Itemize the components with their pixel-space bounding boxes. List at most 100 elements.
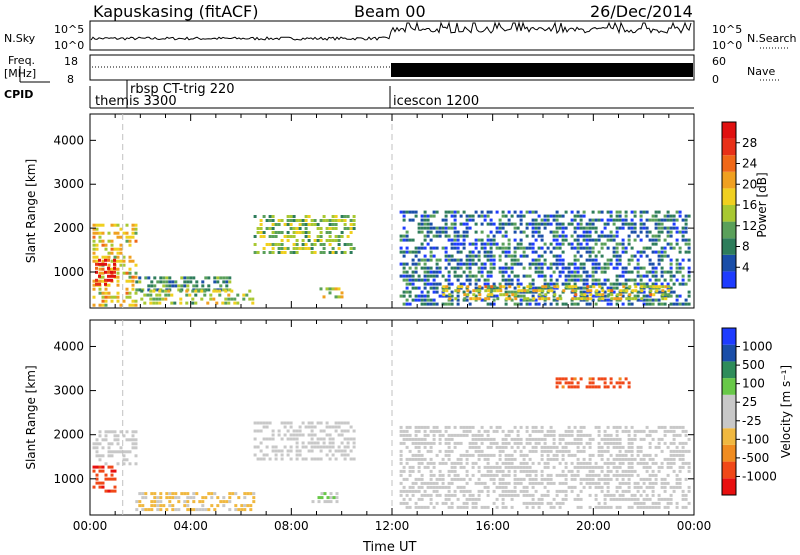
data-cell [249, 508, 253, 512]
data-cell [639, 477, 643, 481]
data-cell [101, 271, 105, 275]
data-cell [271, 219, 275, 222]
data-cell [564, 234, 568, 238]
data-cell [657, 250, 661, 254]
data-cell [486, 238, 490, 242]
data-cell [423, 214, 427, 218]
data-cell [116, 267, 120, 271]
data-cell [657, 210, 661, 214]
data-cell [402, 477, 406, 481]
data-cell [98, 279, 102, 283]
data-cell [486, 274, 490, 278]
data-cell [579, 274, 583, 278]
data-cell [561, 385, 565, 389]
data-cell [654, 234, 658, 238]
data-cell [633, 493, 637, 497]
data-cell [153, 284, 157, 288]
data-cell [549, 250, 553, 254]
data-cell [573, 485, 577, 489]
data-cell [131, 259, 135, 263]
data-cell [447, 278, 451, 282]
data-cell [218, 289, 222, 293]
data-cell [334, 449, 338, 453]
data-cell [645, 234, 649, 238]
data-cell [423, 258, 427, 262]
data-cell [621, 302, 625, 306]
data-cell [477, 453, 481, 457]
data-cell [561, 214, 565, 218]
data-cell [349, 219, 353, 222]
data-cell [504, 493, 508, 497]
data-cell [453, 493, 457, 497]
data-cell [456, 298, 460, 302]
data-cell [340, 219, 344, 222]
data-cell [432, 465, 436, 469]
data-cell [651, 298, 655, 302]
data-cell [262, 421, 266, 425]
data-cell [606, 465, 610, 469]
data-cell [606, 445, 610, 449]
data-cell [179, 301, 183, 305]
data-cell [513, 258, 517, 262]
data-cell [180, 276, 184, 280]
data-cell [135, 508, 139, 512]
data-cell [101, 481, 105, 485]
data-cell [597, 473, 601, 477]
data-cell [597, 234, 601, 238]
data-cell [307, 433, 311, 437]
data-cell [110, 259, 114, 263]
data-cell [119, 243, 123, 247]
data-cell [615, 242, 619, 246]
data-cell [649, 285, 653, 289]
data-cell [209, 297, 213, 301]
data-cell [465, 505, 469, 509]
data-cell [237, 496, 241, 500]
data-cell [328, 227, 332, 230]
data-cell [186, 500, 190, 504]
data-cell [456, 250, 460, 254]
data-cell [405, 270, 409, 274]
data-cell [654, 222, 658, 226]
data-cell [116, 235, 120, 239]
data-cell [567, 469, 571, 473]
data-cell [510, 282, 514, 286]
data-cell [453, 226, 457, 230]
y-tick-label: 2000 [53, 221, 84, 235]
data-cell [627, 242, 631, 246]
data-cell [483, 254, 487, 258]
data-cell [648, 445, 652, 449]
data-cell [408, 449, 412, 453]
data-cell [98, 465, 102, 469]
data-cell [450, 210, 454, 214]
data-cell [450, 477, 454, 481]
data-cell [490, 293, 494, 297]
data-cell [642, 226, 646, 230]
data-cell [513, 290, 517, 294]
data-cell [534, 477, 538, 481]
data-cell [420, 278, 424, 282]
data-cell [510, 505, 514, 509]
data-cell [618, 377, 622, 381]
data-cell [681, 258, 685, 262]
data-cell [298, 429, 302, 433]
data-cell [579, 290, 583, 294]
data-cell [477, 449, 481, 453]
data-cell [516, 258, 520, 262]
data-cell [627, 222, 631, 226]
data-cell [150, 500, 154, 504]
data-cell [651, 250, 655, 254]
data-cell [591, 465, 595, 469]
data-cell [450, 302, 454, 306]
data-cell [624, 278, 628, 282]
data-cell [600, 489, 604, 493]
data-cell [588, 302, 592, 306]
data-cell [323, 500, 327, 504]
data-cell [615, 429, 619, 433]
data-cell [663, 270, 667, 274]
data-cell [537, 441, 541, 445]
data-cell [588, 469, 592, 473]
data-cell [642, 501, 646, 505]
data-cell [669, 294, 673, 298]
data-cell [546, 445, 550, 449]
